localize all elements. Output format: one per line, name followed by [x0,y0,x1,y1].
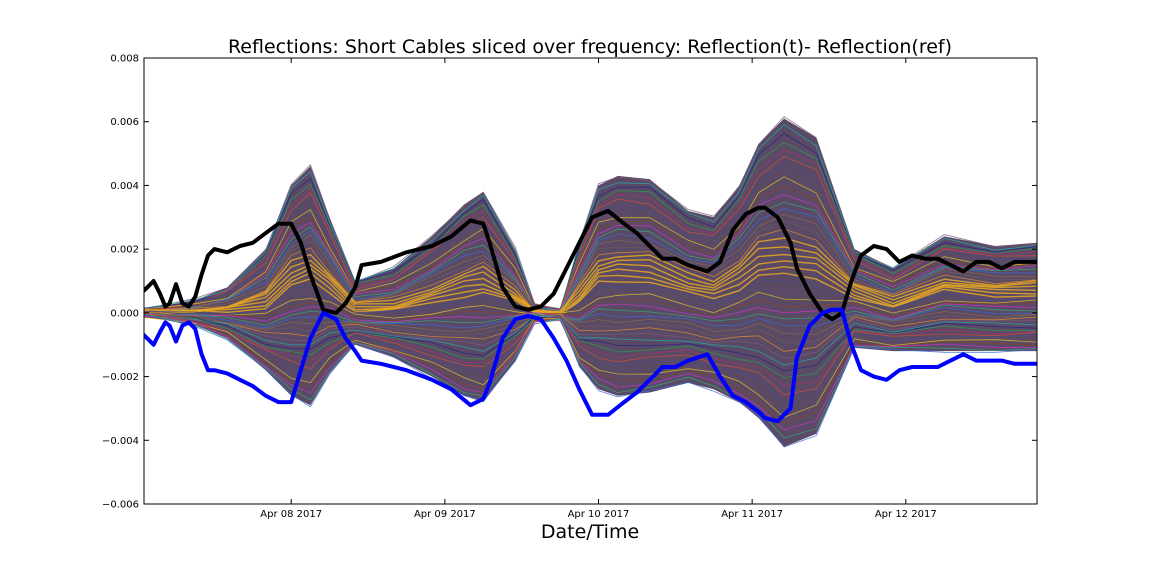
frequency-slice-line [144,313,1037,352]
frequency-slice-line [144,194,1037,311]
x-axis: Apr 08 2017 Apr 09 2017 Apr 10 2017 Apr 11 … [260,58,937,520]
x-axis-label: Date/Time [541,521,639,543]
y-tick-label: 0.004 [110,181,139,192]
frequency-slice-line [144,142,1037,310]
frequency-slices-band [144,116,1037,448]
x-tick-label: Apr 08 2017 [260,509,322,520]
chart-title: Reflections: Short Cables sliced over fr… [228,36,952,58]
frequency-slice-line [144,214,1037,315]
frequency-slice-line [144,185,1037,312]
frequency-slice-line [144,133,1037,310]
frequency-slice-line [144,312,1037,396]
y-tick-label: 0.000 [110,308,139,319]
x-tick-label: Apr 12 2017 [875,509,937,520]
y-tick-label: −0.006 [102,500,139,511]
x-tick-label: Apr 11 2017 [721,509,783,520]
frequency-slice-line [144,317,1037,418]
frequency-slice-line [144,298,1037,322]
y-axis: −0.006 −0.004 −0.002 0.000 0.002 0.004 0.006 0.… [102,54,1037,511]
frequency-slice-line [144,156,1037,313]
frequency-slice-line [144,314,1037,360]
frequency-slice-line [144,304,1037,326]
y-tick-label: 0.008 [110,54,139,65]
y-tick-label: 0.006 [110,117,139,128]
frequency-slice-line [144,313,1037,448]
frequency-slice-line [144,291,1037,319]
y-tick-label: 0.002 [110,245,139,256]
plot-frame [143,57,1038,505]
frequency-slice-line [144,284,1037,317]
frequency-slice-line [144,311,1037,335]
y-tick-label: −0.004 [102,436,139,447]
x-tick-label: Apr 10 2017 [568,509,630,520]
frequency-slice-line [144,149,1037,312]
series-layer [144,205,1037,424]
frequency-slice-line [144,307,1037,329]
frequency-slice-line [144,201,1037,313]
series-line-black [144,205,1037,322]
x-tick-label: Apr 09 2017 [414,509,476,520]
y-tick-label: −0.002 [102,372,139,383]
frequency-slice-line [144,314,1037,405]
frequency-slice-line [144,312,1037,387]
frequency-slice-line [144,237,1037,313]
series-line-blue [144,307,1037,424]
frequency-slice-line [144,315,1037,412]
frequency-slice-line [144,279,1037,316]
frequency-slice-line [144,208,1037,314]
frequency-slice-line [144,311,1037,343]
